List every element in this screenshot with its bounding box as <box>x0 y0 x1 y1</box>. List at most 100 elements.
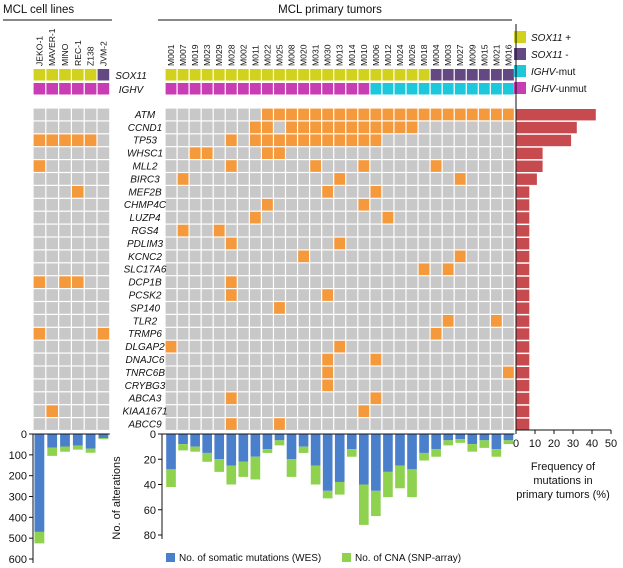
cell-pcsk2-m018 <box>418 289 430 301</box>
freq-bar-kiaa1671 <box>516 405 530 418</box>
cell-dlgap2-m023 <box>201 340 213 353</box>
cell-line-somatic-bar-maver-1 <box>47 434 58 448</box>
cell-luzp4-m003 <box>442 211 454 224</box>
cell-luzp4-m008 <box>286 211 297 224</box>
cell-ccnd1-m031 <box>310 121 322 134</box>
primary-somatic-bar-m012 <box>383 434 393 472</box>
cell-pdlim3-jvm-2 <box>97 237 110 250</box>
cell-dnajc6-m030 <box>322 353 334 366</box>
cell-trmp6-m011 <box>249 327 261 340</box>
cell-tp53-m007 <box>177 134 189 147</box>
sample-label-m029: M029 <box>214 44 224 66</box>
cell-whsc1-m023 <box>201 147 213 159</box>
cell-birc3-m031 <box>310 173 322 185</box>
cell-whsc1-m002 <box>237 147 249 159</box>
cell-kiaa1671-m023 <box>201 405 213 417</box>
cell-tlr2-m016 <box>503 315 514 327</box>
cell-mll2-m011 <box>249 160 261 172</box>
cell-mef2b-m022 <box>262 186 273 198</box>
cell-luzp4-m011 <box>249 211 261 224</box>
primary-somatic-bar-m030 <box>322 434 333 491</box>
cell-kiaa1671-maver-1 <box>46 405 58 417</box>
cell-ccnd1-z138 <box>84 121 97 134</box>
cell-abca3-jvm-2 <box>97 392 110 405</box>
cell-mll2-m027 <box>454 160 466 172</box>
primary-somatic-bar-m006 <box>371 434 381 491</box>
sample-label-jeko-1: JEKO-1 <box>34 36 44 66</box>
cell-tlr2-m011 <box>249 315 261 327</box>
cell-slc17a6-m018 <box>418 263 430 276</box>
freq-tick-label-40: 40 <box>586 438 598 450</box>
primary-cna-bar-m027 <box>455 439 466 443</box>
cell-luzp4-m022 <box>262 211 273 224</box>
sample-label-rec-1: REC-1 <box>73 40 83 66</box>
cell-birc3-m020 <box>298 173 309 185</box>
cell-abca3-rec-1 <box>72 392 84 405</box>
cell-kcnc2-m016 <box>503 250 514 263</box>
cell-abcc9-m024 <box>394 418 406 430</box>
sox11-cell-m021 <box>490 69 502 81</box>
cell-kiaa1671-m020 <box>298 405 309 417</box>
cell-dcp1b-m007 <box>177 276 189 288</box>
cell-pdlim3-m027 <box>454 237 466 250</box>
cell-tp53-m006 <box>370 134 382 147</box>
cell-kcnc2-m028 <box>225 250 237 263</box>
gene-label-dnajc6: DNAJC6 <box>126 355 165 366</box>
cell-luzp4-m027 <box>454 211 466 224</box>
cell-mll2-m024 <box>394 160 406 172</box>
gene-label-whsc1: WHSC1 <box>127 149 163 160</box>
freq-bar-crybg3 <box>516 379 530 392</box>
cell-ccnd1-m022 <box>262 121 273 134</box>
cell-dnajc6-m008 <box>286 353 297 366</box>
cell-pdlim3-mino <box>59 237 71 250</box>
cell-mll2-m002 <box>237 160 249 172</box>
cell-dlgap2-m021 <box>490 340 502 353</box>
cell-kiaa1671-m031 <box>310 405 322 417</box>
cell-ccnd1-m011 <box>249 121 261 134</box>
cell-mll2-mino <box>59 160 71 172</box>
cell-dlgap2-m022 <box>262 340 273 353</box>
cell-mll2-m004 <box>430 160 442 172</box>
cna-legend-label: No. of CNA (SNP-array) <box>355 553 461 564</box>
cell-crybg3-jvm-2 <box>97 379 110 392</box>
cell-birc3-m019 <box>189 173 201 185</box>
cell-abca3-m025 <box>274 392 285 405</box>
cell-crybg3-m004 <box>430 379 442 392</box>
cell-mll2-m023 <box>201 160 213 172</box>
cell-tnrc6b-m002 <box>237 366 249 379</box>
cell-sp140-m019 <box>189 302 201 314</box>
cell-pdlim3-m003 <box>442 237 454 250</box>
primary-somatic-bar-m013 <box>334 434 345 482</box>
cell-mef2b-jeko-1 <box>33 186 46 198</box>
primary-cna-bar-m030 <box>322 490 333 499</box>
sox11-cell-m004 <box>430 69 442 81</box>
cell-sp140-m002 <box>237 302 249 314</box>
cell-chmp4c-jvm-2 <box>97 198 110 211</box>
cell-dlgap2-m014 <box>346 340 358 353</box>
cell-dcp1b-m004 <box>430 276 442 288</box>
cell-mef2b-m001 <box>165 186 177 198</box>
primary-cna-bar-m019 <box>190 446 200 452</box>
cell-kcnc2-m003 <box>442 250 454 263</box>
cell-pcsk2-m027 <box>454 289 466 301</box>
cell-trmp6-z138 <box>84 327 97 340</box>
cell-pcsk2-m030 <box>322 289 334 301</box>
cell-mll2-m013 <box>334 160 346 172</box>
cell-mef2b-m011 <box>249 186 261 198</box>
cell-line-bars-tick-label-300: 300 <box>9 492 27 504</box>
cell-abcc9-m029 <box>213 418 225 430</box>
cell-pcsk2-m022 <box>262 289 273 301</box>
cell-whsc1-maver-1 <box>46 147 58 159</box>
cell-mef2b-m023 <box>201 186 213 198</box>
cell-atm-m006 <box>370 108 382 121</box>
cell-dcp1b-m014 <box>346 276 358 288</box>
cell-mef2b-m006 <box>370 186 382 198</box>
cell-luzp4-m028 <box>225 211 237 224</box>
cell-chmp4c-m001 <box>165 198 177 211</box>
sox11-cell-m007 <box>177 69 189 81</box>
cell-line-cna-bar-maver-1 <box>47 447 58 456</box>
cell-pdlim3-m009 <box>466 237 478 250</box>
cell-birc3-m030 <box>322 173 334 185</box>
cell-tnrc6b-m010 <box>358 366 370 379</box>
cell-abcc9-m001 <box>165 418 177 430</box>
